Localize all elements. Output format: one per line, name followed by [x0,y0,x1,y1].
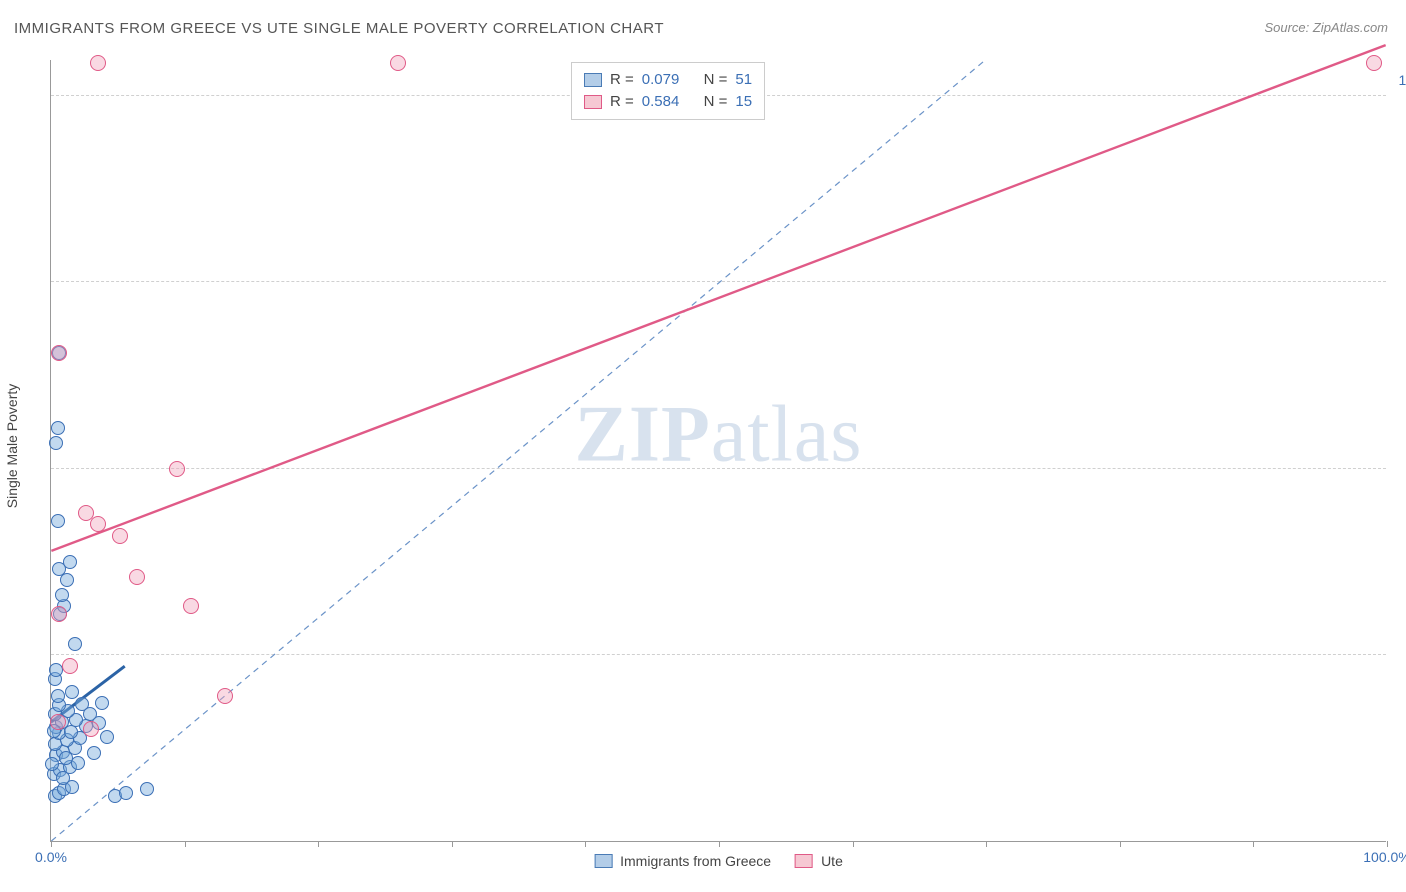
data-point [71,756,85,770]
data-point [90,55,106,71]
x-tick [1253,841,1254,847]
data-point [68,637,82,651]
data-point [45,757,59,771]
x-tick [1387,841,1388,847]
x-tick-label: 0.0% [35,849,67,865]
r-label: R = [610,91,634,113]
x-tick [452,841,453,847]
x-tick [853,841,854,847]
legend-label-ute: Ute [821,853,843,869]
data-point [78,505,94,521]
legend-item-ute: Ute [795,853,843,869]
data-point [217,688,233,704]
data-point [169,461,185,477]
source-attribution: Source: ZipAtlas.com [1264,20,1388,35]
watermark-zip: ZIP [575,390,711,478]
x-tick-label: 100.0% [1363,849,1406,865]
stats-row-greece: R = 0.079 N = 51 [584,69,752,91]
r-value-greece: 0.079 [642,69,680,91]
swatch-ute-icon [584,95,602,109]
data-point [129,569,145,585]
swatch-ute-icon [795,854,813,868]
gridline [51,281,1386,282]
data-point [183,598,199,614]
y-tick-label: 50.0% [1391,445,1406,461]
data-point [51,689,65,703]
n-value-greece: 51 [735,69,752,91]
swatch-greece-icon [594,854,612,868]
data-point [50,714,66,730]
data-point [119,786,133,800]
stats-row-ute: R = 0.584 N = 15 [584,91,752,113]
x-tick [719,841,720,847]
x-tick [51,841,52,847]
x-tick [585,841,586,847]
y-tick-label: 100.0% [1391,72,1406,88]
series-legend: Immigrants from Greece Ute [594,853,843,869]
gridline [51,654,1386,655]
y-tick-label: 75.0% [1391,258,1406,274]
plot-area: ZIPatlas 25.0%50.0%75.0%100.0% 0.0%100.0… [50,60,1386,842]
data-point [56,771,70,785]
data-point [112,528,128,544]
data-point [49,436,63,450]
n-value-ute: 15 [735,91,752,113]
stats-legend: R = 0.079 N = 51 R = 0.584 N = 15 [571,62,765,120]
y-axis-label: Single Male Poverty [4,384,20,509]
watermark-atlas: atlas [711,390,863,478]
n-label: N = [704,91,728,113]
data-point [390,55,406,71]
data-point [90,516,106,532]
data-point [51,514,65,528]
data-point [1366,55,1382,71]
x-tick [986,841,987,847]
data-point [62,658,78,674]
swatch-greece-icon [584,73,602,87]
data-point [87,746,101,760]
data-point [95,696,109,710]
data-point [51,345,67,361]
data-point [83,721,99,737]
data-point [83,707,97,721]
data-point [63,555,77,569]
legend-label-greece: Immigrants from Greece [620,853,771,869]
n-label: N = [704,69,728,91]
legend-item-greece: Immigrants from Greece [594,853,771,869]
r-label: R = [610,69,634,91]
data-point [65,685,79,699]
x-tick [185,841,186,847]
data-point [51,606,67,622]
data-point [59,751,73,765]
chart-title: IMMIGRANTS FROM GREECE VS UTE SINGLE MAL… [14,20,664,37]
y-tick-label: 25.0% [1391,631,1406,647]
data-point [51,421,65,435]
r-value-ute: 0.584 [642,91,680,113]
x-tick [318,841,319,847]
data-point [55,588,69,602]
gridline [51,468,1386,469]
trend-lines [51,60,1386,841]
x-tick [1120,841,1121,847]
data-point [140,782,154,796]
data-point [100,730,114,744]
